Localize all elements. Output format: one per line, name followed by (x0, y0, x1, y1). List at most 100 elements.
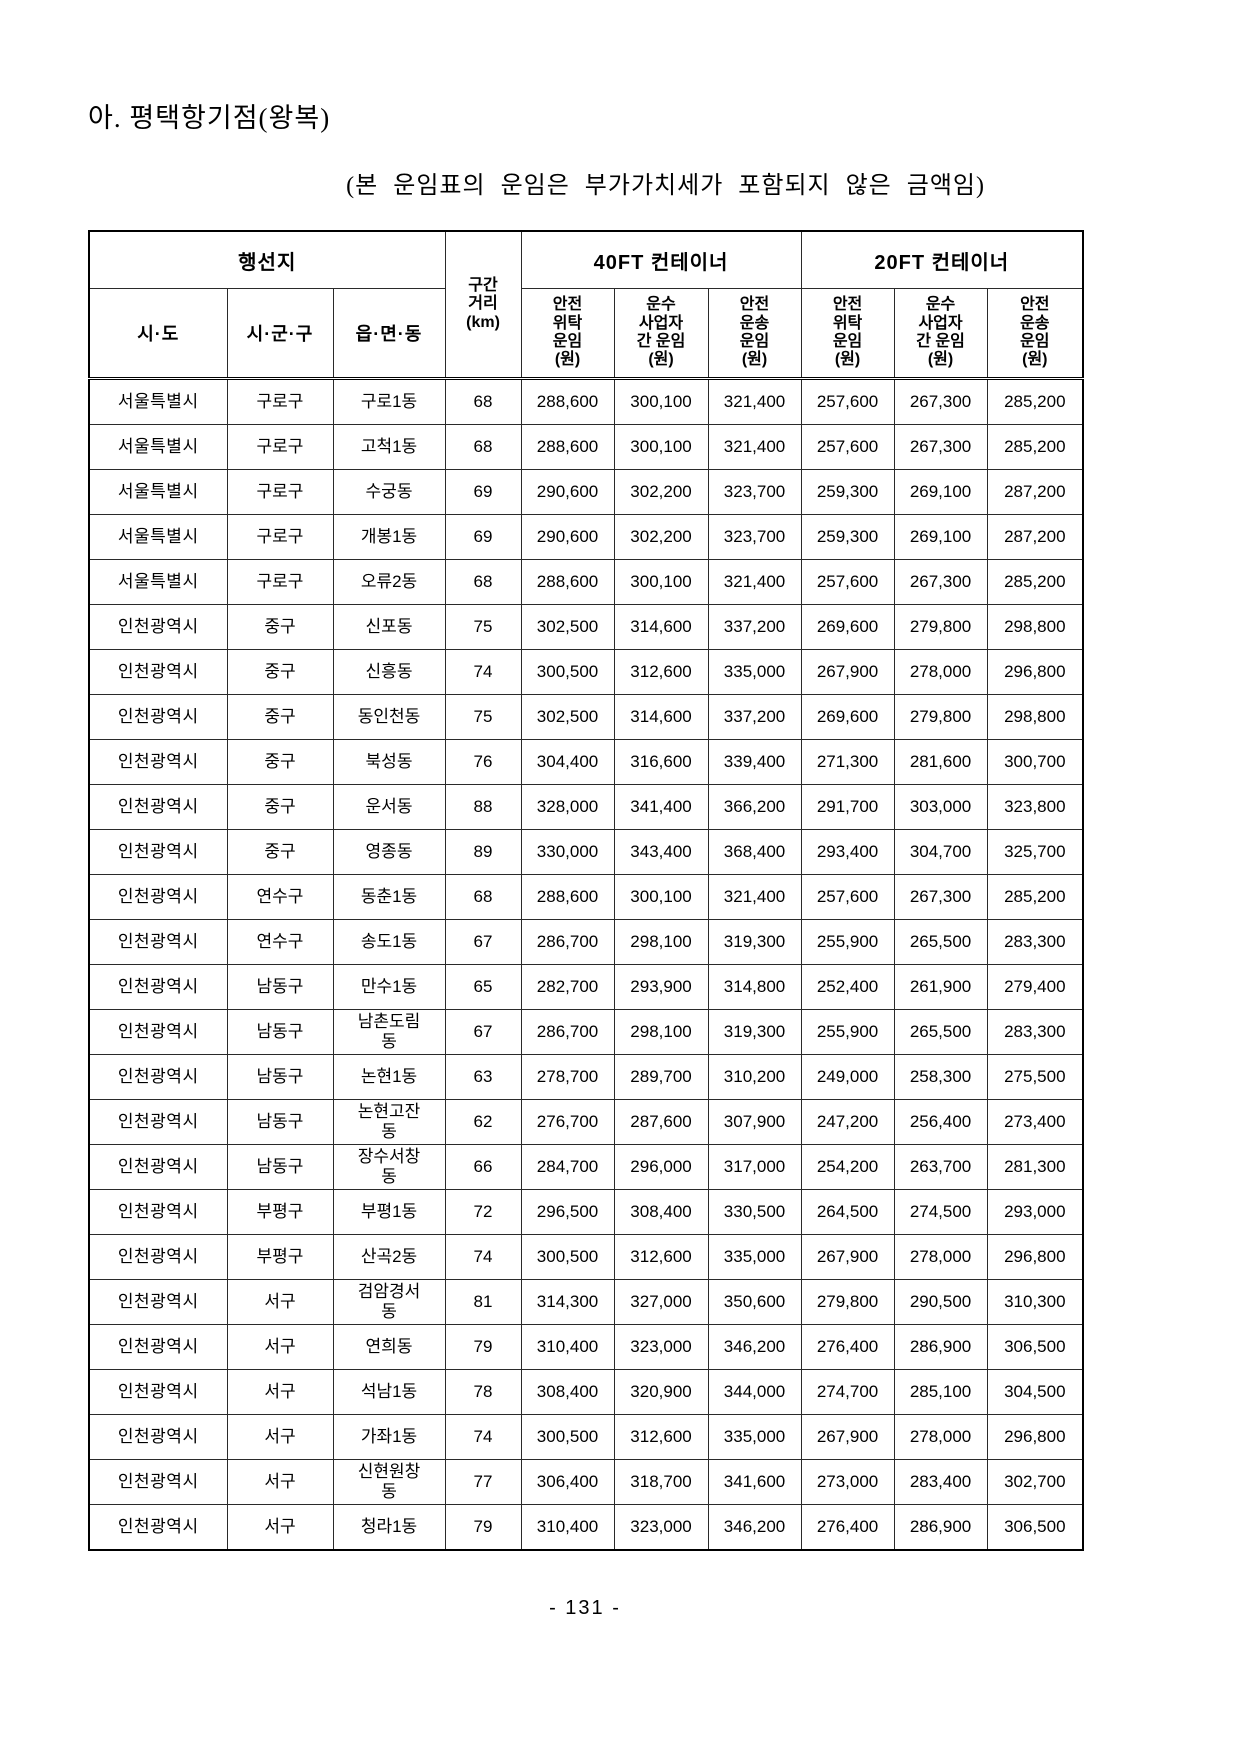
cell-40ft-consign-fare: 300,500 (520, 1414, 615, 1461)
cell-40ft-transport-fare: 341,600 (707, 1459, 802, 1506)
cell-20ft-transport-fare: 285,200 (986, 424, 1084, 470)
cell-sido: 인천광역시 (88, 829, 228, 875)
cell-40ft-consign-fare: 290,600 (520, 469, 615, 515)
cell-20ft-carrier-fare: 263,700 (893, 1144, 988, 1191)
cell-sigungu: 서구 (226, 1414, 334, 1461)
cell-sigungu: 중구 (226, 829, 334, 875)
cell-20ft-transport-fare: 287,200 (986, 514, 1084, 560)
cell-40ft-consign-fare: 278,700 (520, 1054, 615, 1101)
cell-sido: 인천광역시 (88, 1369, 228, 1416)
cell-40ft-carrier-fare: 327,000 (613, 1279, 709, 1326)
cell-dong: 송도1동 (332, 919, 446, 965)
table-row: 인천광역시 중구 신흥동 74 300,500 312,600 335,000 267,900… (88, 649, 1084, 695)
cell-40ft-carrier-fare: 318,700 (613, 1459, 709, 1506)
table-row: 인천광역시 서구 신현원창 동 77 306,400 318,700 341,600 273,… (88, 1459, 1084, 1506)
cell-20ft-transport-fare: 283,300 (986, 919, 1084, 965)
cell-20ft-transport-fare: 323,800 (986, 784, 1084, 830)
cell-20ft-consign-fare: 267,900 (800, 649, 895, 695)
cell-20ft-carrier-fare: 279,800 (893, 694, 988, 740)
page-title: 아. 평택항기점(왕복) (88, 103, 331, 133)
cell-40ft-transport-fare: 346,200 (707, 1324, 802, 1371)
cell-dong: 구로1동 (332, 378, 446, 425)
cell-20ft-transport-fare: 302,700 (986, 1459, 1084, 1506)
cell-distance: 74 (444, 1234, 522, 1281)
cell-40ft-transport-fare: 337,200 (707, 604, 802, 650)
cell-40ft-transport-fare: 310,200 (707, 1054, 802, 1101)
cell-distance: 67 (444, 1008, 522, 1056)
cell-20ft-consign-fare: 267,900 (800, 1234, 895, 1281)
cell-40ft-transport-fare: 366,200 (707, 784, 802, 830)
cell-40ft-transport-fare: 337,200 (707, 694, 802, 740)
cell-distance: 81 (444, 1279, 522, 1326)
cell-dong: 운서동 (332, 784, 446, 830)
cell-sigungu: 구로구 (226, 514, 334, 560)
cell-40ft-transport-fare: 317,000 (707, 1144, 802, 1191)
table-row: 인천광역시 남동구 장수서창 동 66 284,700 296,000 317,000 254… (88, 1144, 1084, 1191)
cell-20ft-transport-fare: 285,200 (986, 559, 1084, 605)
cell-sido: 인천광역시 (88, 1324, 228, 1371)
cell-40ft-consign-fare: 300,500 (520, 1234, 615, 1281)
cell-40ft-consign-fare: 302,500 (520, 694, 615, 740)
cell-dong: 가좌1동 (332, 1414, 446, 1461)
cell-distance: 74 (444, 649, 522, 695)
cell-distance: 68 (444, 874, 522, 920)
cell-dong: 신포동 (332, 604, 446, 650)
cell-20ft-carrier-fare: 267,300 (893, 559, 988, 605)
cell-20ft-transport-fare: 306,500 (986, 1504, 1084, 1551)
cell-20ft-transport-fare: 285,200 (986, 378, 1084, 425)
cell-40ft-consign-fare: 286,700 (520, 919, 615, 965)
cell-40ft-carrier-fare: 312,600 (613, 649, 709, 695)
cell-sido: 인천광역시 (88, 1459, 228, 1506)
cell-20ft-transport-fare: 310,300 (986, 1279, 1084, 1326)
cell-dong: 석남1동 (332, 1369, 446, 1416)
header-sido: 시·도 (88, 288, 228, 380)
cell-20ft-consign-fare: 271,300 (800, 739, 895, 785)
cell-40ft-consign-fare: 310,400 (520, 1324, 615, 1371)
cell-sigungu: 남동구 (226, 1144, 334, 1191)
cell-sido: 인천광역시 (88, 1099, 228, 1146)
cell-distance: 88 (444, 784, 522, 830)
cell-distance: 63 (444, 1054, 522, 1101)
cell-20ft-transport-fare: 275,500 (986, 1054, 1084, 1101)
cell-dong: 부평1동 (332, 1189, 446, 1236)
cell-40ft-carrier-fare: 320,900 (613, 1369, 709, 1416)
cell-20ft-carrier-fare: 303,000 (893, 784, 988, 830)
cell-40ft-consign-fare: 310,400 (520, 1504, 615, 1551)
cell-40ft-transport-fare: 323,700 (707, 514, 802, 560)
header-40ft-transport-fare: 안전 운송 운임 (원) (707, 288, 802, 380)
cell-40ft-carrier-fare: 312,600 (613, 1414, 709, 1461)
cell-20ft-consign-fare: 291,700 (800, 784, 895, 830)
cell-40ft-consign-fare: 284,700 (520, 1144, 615, 1191)
cell-40ft-consign-fare: 276,700 (520, 1099, 615, 1146)
table-row: 인천광역시 중구 신포동 75 302,500 314,600 337,200 269,600… (88, 604, 1084, 650)
cell-40ft-carrier-fare: 298,100 (613, 1008, 709, 1056)
cell-sido: 서울특별시 (88, 424, 228, 470)
cell-40ft-consign-fare: 308,400 (520, 1369, 615, 1416)
cell-20ft-consign-fare: 274,700 (800, 1369, 895, 1416)
cell-20ft-carrier-fare: 267,300 (893, 378, 988, 425)
cell-sido: 인천광역시 (88, 739, 228, 785)
header-20ft-consign-fare: 안전 위탁 운임 (원) (800, 288, 895, 380)
cell-dong: 수궁동 (332, 469, 446, 515)
table-row: 인천광역시 중구 동인천동 75 302,500 314,600 337,200 269,60… (88, 694, 1084, 740)
cell-40ft-transport-fare: 319,300 (707, 919, 802, 965)
cell-20ft-transport-fare: 279,400 (986, 964, 1084, 1010)
cell-20ft-carrier-fare: 274,500 (893, 1189, 988, 1236)
cell-distance: 68 (444, 559, 522, 605)
cell-40ft-consign-fare: 314,300 (520, 1279, 615, 1326)
cell-sigungu: 중구 (226, 649, 334, 695)
cell-40ft-consign-fare: 288,600 (520, 874, 615, 920)
header-40ft-carrier-fare: 운수 사업자 간 운임 (원) (613, 288, 709, 380)
cell-20ft-transport-fare: 287,200 (986, 469, 1084, 515)
cell-40ft-carrier-fare: 312,600 (613, 1234, 709, 1281)
cell-40ft-transport-fare: 346,200 (707, 1504, 802, 1551)
cell-20ft-carrier-fare: 290,500 (893, 1279, 988, 1326)
cell-20ft-transport-fare: 293,000 (986, 1189, 1084, 1236)
cell-40ft-consign-fare: 328,000 (520, 784, 615, 830)
cell-40ft-transport-fare: 339,400 (707, 739, 802, 785)
cell-sido: 서울특별시 (88, 514, 228, 560)
cell-sido: 인천광역시 (88, 1008, 228, 1056)
cell-distance: 68 (444, 424, 522, 470)
cell-40ft-consign-fare: 296,500 (520, 1189, 615, 1236)
cell-distance: 89 (444, 829, 522, 875)
